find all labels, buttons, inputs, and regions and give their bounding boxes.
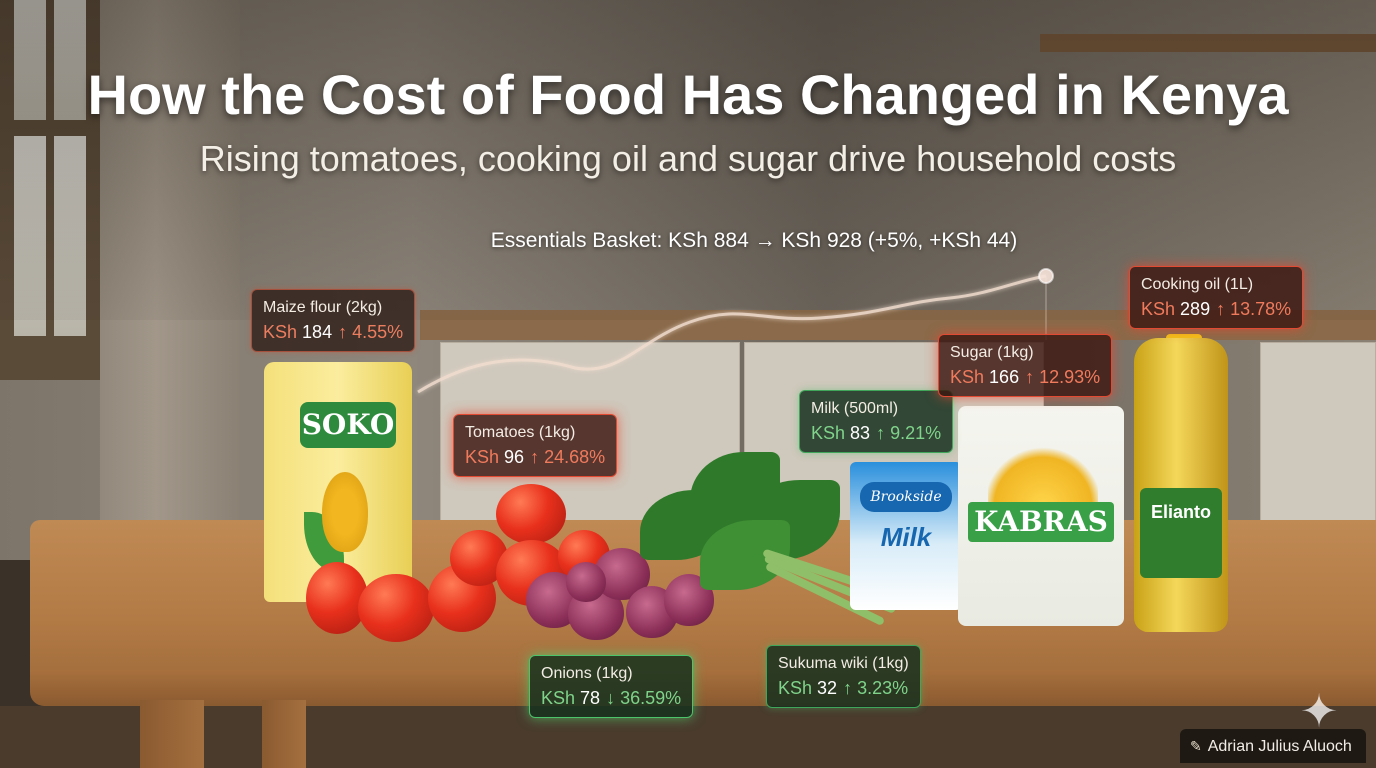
milk-brand-label: Brookside xyxy=(860,482,952,512)
window xyxy=(0,0,100,380)
cooking-oil-bottle: Elianto xyxy=(1134,338,1228,632)
price-card-tomatoes: Tomatoes (1kg) KSh 96 ↑ 24.68% xyxy=(453,414,618,477)
price-line: KSh 166 ↑ 12.93% xyxy=(950,365,1100,389)
price-change: ↑ 3.23% xyxy=(843,678,909,698)
trend-endpoint-marker xyxy=(1038,268,1054,284)
price-change: ↓ 36.59% xyxy=(606,688,682,708)
currency-label: KSh xyxy=(950,367,985,387)
price-value: 184 xyxy=(302,322,333,342)
price-line: KSh 78 ↓ 36.59% xyxy=(541,686,681,710)
currency-label: KSh xyxy=(263,322,298,342)
item-name: Sukuma wiki (1kg) xyxy=(778,655,909,672)
oil-brand-label: Elianto xyxy=(1150,502,1211,522)
table-leg xyxy=(262,700,306,768)
sugar-bag: KABRAS xyxy=(958,406,1124,626)
milk-word-label: Milk xyxy=(880,522,932,552)
author-credit: ✎ Adrian Julius Aluoch xyxy=(1180,729,1366,763)
price-value: 96 xyxy=(504,447,525,467)
item-name: Maize flour (2kg) xyxy=(263,299,383,316)
pen-icon: ✎ xyxy=(1190,738,1202,754)
flour-brand-label: SOKO xyxy=(300,402,396,448)
item-name: Tomatoes (1kg) xyxy=(465,424,576,441)
page-subtitle: Rising tomatoes, cooking oil and sugar d… xyxy=(199,138,1177,179)
currency-label: KSh xyxy=(465,447,500,467)
oil-label: Elianto xyxy=(1140,488,1222,578)
price-value: 166 xyxy=(989,367,1020,387)
item-name: Cooking oil (1L) xyxy=(1141,276,1254,293)
page-title: How the Cost of Food Has Changed in Keny… xyxy=(87,63,1289,126)
price-change: ↑ 4.55% xyxy=(338,322,404,342)
sparkle-icon: ✦ xyxy=(1299,685,1339,737)
price-value: 78 xyxy=(580,688,601,708)
price-change: ↑ 9.21% xyxy=(876,423,942,443)
price-value: 289 xyxy=(1180,299,1211,319)
price-card-sugar: Sugar (1kg) KSh 166 ↑ 12.93% xyxy=(938,334,1113,397)
price-card-cooking-oil: Cooking oil (1L) KSh 289 ↑ 13.78% xyxy=(1129,266,1304,329)
item-name: Onions (1kg) xyxy=(541,665,633,682)
price-value: 83 xyxy=(850,423,871,443)
wall-shelf xyxy=(1040,34,1376,52)
price-line: KSh 32 ↑ 3.23% xyxy=(778,676,909,700)
price-change: ↑ 13.78% xyxy=(1216,299,1292,319)
price-change: ↑ 12.93% xyxy=(1025,367,1101,387)
currency-label: KSh xyxy=(541,688,576,708)
price-card-maize-flour: Maize flour (2kg) KSh 184 ↑ 4.55% xyxy=(251,289,416,352)
milk-pack: Brookside Milk xyxy=(850,462,962,610)
sugar-brand-label: KABRAS xyxy=(968,502,1114,542)
price-card-milk: Milk (500ml) KSh 83 ↑ 9.21% xyxy=(799,390,954,453)
price-card-onions: Onions (1kg) KSh 78 ↓ 36.59% xyxy=(529,655,694,718)
basket-summary: Essentials Basket: KSh 884 → KSh 928 (+5… xyxy=(490,229,1018,252)
price-line: KSh 83 ↑ 9.21% xyxy=(811,421,941,445)
currency-label: KSh xyxy=(811,423,846,443)
table-edge xyxy=(30,670,1376,706)
price-card-sukuma-wiki: Sukuma wiki (1kg) KSh 32 ↑ 3.23% xyxy=(766,645,921,708)
price-line: KSh 289 ↑ 13.78% xyxy=(1141,297,1291,321)
item-name: Sugar (1kg) xyxy=(950,344,1034,361)
currency-label: KSh xyxy=(1141,299,1176,319)
currency-label: KSh xyxy=(778,678,813,698)
trend-line xyxy=(417,274,1047,394)
table-leg xyxy=(140,700,204,768)
sun-graphic xyxy=(988,446,1098,506)
maize-flour-bag: SOKO xyxy=(264,362,412,602)
price-value: 32 xyxy=(817,678,838,698)
curtain xyxy=(100,0,240,560)
price-line: KSh 96 ↑ 24.68% xyxy=(465,445,605,469)
author-name: Adrian Julius Aluoch xyxy=(1207,738,1352,755)
item-name: Milk (500ml) xyxy=(811,400,899,417)
price-line: KSh 184 ↑ 4.55% xyxy=(263,320,403,344)
price-change: ↑ 24.68% xyxy=(530,447,606,467)
maize-cob-graphic xyxy=(322,472,368,552)
